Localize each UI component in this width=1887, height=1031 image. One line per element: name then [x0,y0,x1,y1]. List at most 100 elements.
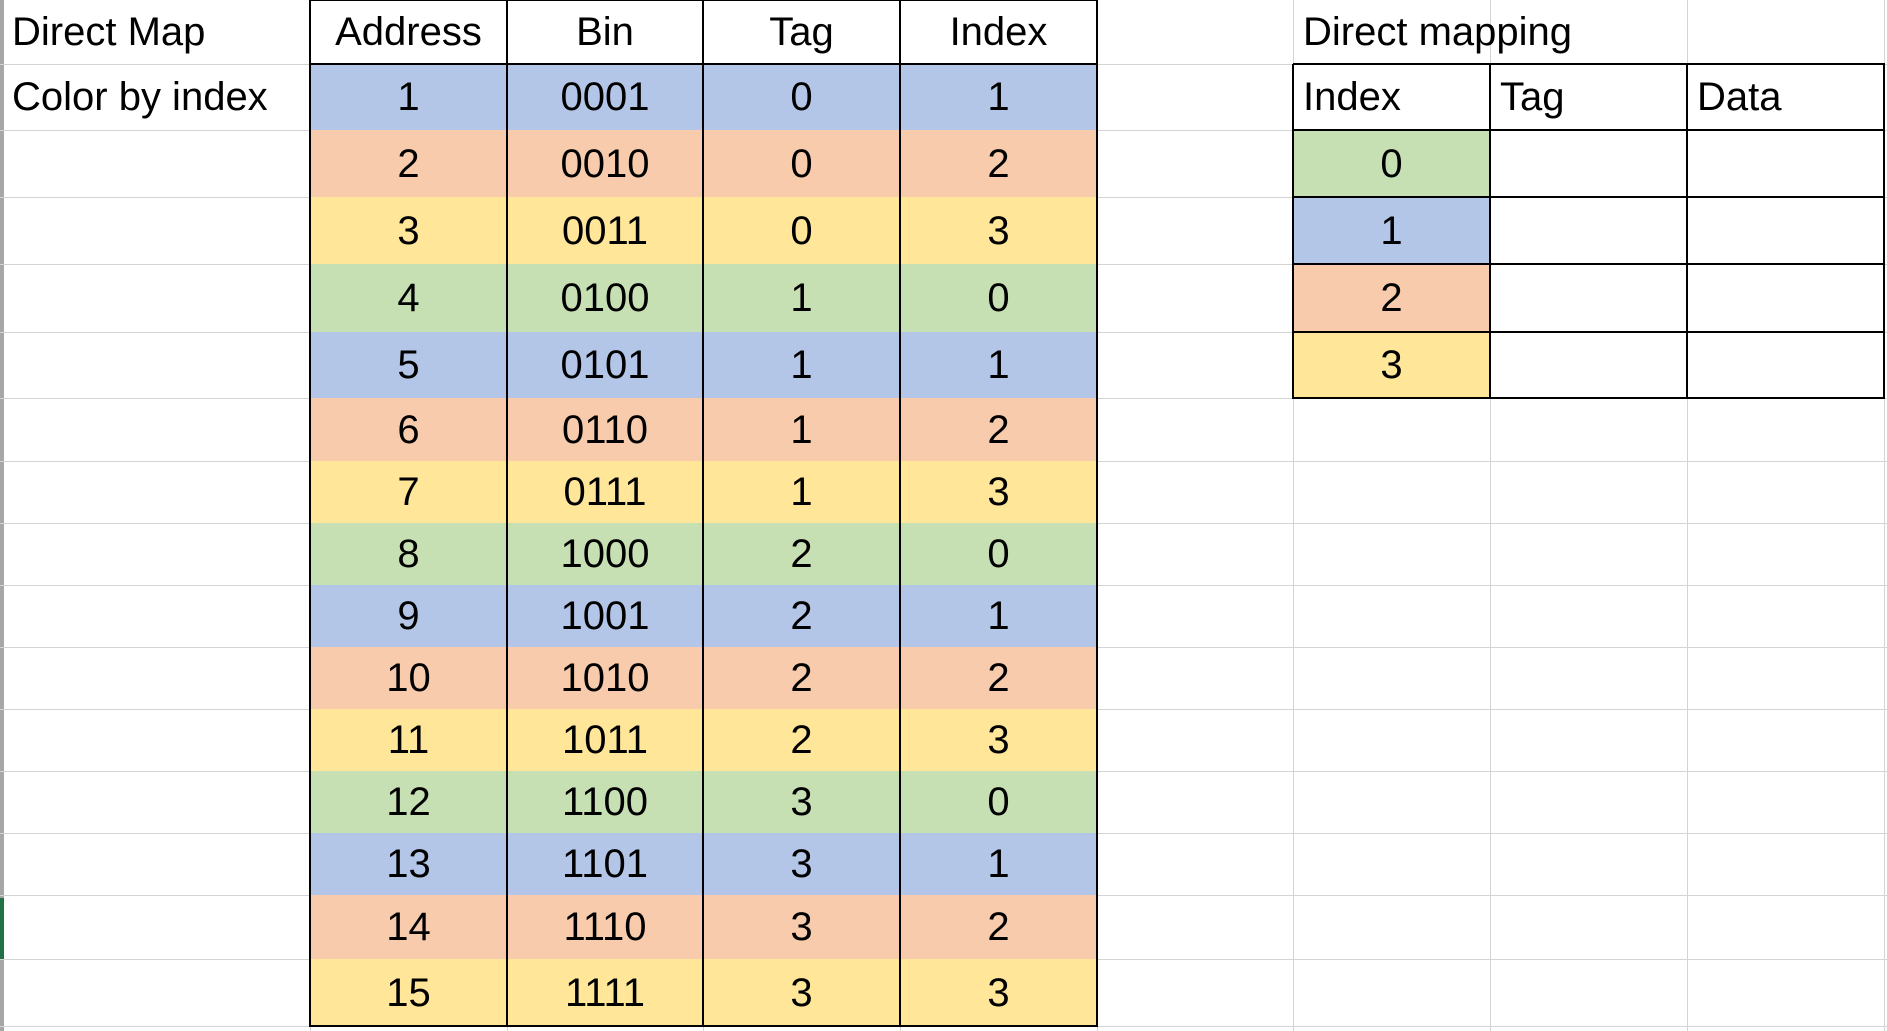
table-border [1489,64,1491,399]
bin-cell[interactable]: 0111 [507,461,703,523]
mapping-data-cell[interactable] [1687,197,1884,264]
bin-cell[interactable]: 1110 [507,895,703,959]
table-border [1293,63,1885,65]
table-border [899,0,901,1027]
address-cell[interactable]: 10 [310,647,507,709]
bin-cell[interactable]: 0101 [507,332,703,398]
header-address[interactable]: Address [335,10,482,54]
address-cell[interactable]: 9 [310,585,507,647]
tag-cell[interactable]: 0 [703,130,900,197]
address-cell[interactable]: 12 [310,771,507,833]
address-cell[interactable]: 7 [310,461,507,523]
index-cell[interactable]: 2 [900,647,1097,709]
address-cell[interactable]: 14 [310,895,507,959]
mapping-data-cell[interactable] [1687,332,1884,398]
gridline-vertical [1490,0,1491,1031]
index-cell[interactable]: 0 [900,523,1097,585]
tag-cell[interactable]: 0 [703,64,900,130]
bin-cell[interactable]: 1111 [507,959,703,1026]
index-cell[interactable]: 3 [900,197,1097,264]
address-cell[interactable]: 15 [310,959,507,1026]
bin-cell[interactable]: 1011 [507,709,703,771]
tag-cell[interactable]: 1 [703,264,900,332]
address-cell[interactable]: 3 [310,197,507,264]
tag-cell[interactable]: 2 [703,647,900,709]
table-border [310,63,1098,65]
tag-cell[interactable]: 0 [703,197,900,264]
index-cell[interactable]: 0 [900,771,1097,833]
bin-cell[interactable]: 1010 [507,647,703,709]
address-cell[interactable]: 1 [310,64,507,130]
sheet-title[interactable]: Direct Map [12,10,206,54]
mapping-tag-cell[interactable] [1490,130,1687,197]
bin-cell[interactable]: 0100 [507,264,703,332]
tag-cell[interactable]: 3 [703,771,900,833]
tag-cell[interactable]: 2 [703,523,900,585]
bin-cell[interactable]: 0011 [507,197,703,264]
table-border [1686,64,1688,399]
mapping-title[interactable]: Direct mapping [1303,10,1573,54]
index-cell[interactable]: 0 [900,264,1097,332]
index-cell[interactable]: 2 [900,130,1097,197]
bin-cell[interactable]: 1100 [507,771,703,833]
bin-cell[interactable]: 1101 [507,833,703,895]
header-index[interactable]: Index [949,10,1048,54]
index-cell[interactable]: 2 [900,895,1097,959]
mapping-tag-cell[interactable] [1490,197,1687,264]
table-border [1293,397,1885,399]
address-cell[interactable]: 5 [310,332,507,398]
tag-cell[interactable]: 2 [703,585,900,647]
address-cell[interactable]: 13 [310,833,507,895]
mapping-index-cell[interactable]: 0 [1293,130,1490,197]
gridline-vertical [1884,0,1885,1031]
mapping-header-tag[interactable]: Tag [1500,75,1565,119]
tag-cell[interactable]: 3 [703,895,900,959]
address-cell[interactable]: 11 [310,709,507,771]
table-border [1293,196,1885,198]
mapping-header-data[interactable]: Data [1697,75,1782,119]
tag-cell[interactable]: 3 [703,833,900,895]
address-cell[interactable]: 6 [310,398,507,461]
table-border [1096,0,1098,1027]
table-border [310,0,1098,1]
tag-cell[interactable]: 1 [703,398,900,461]
index-cell[interactable]: 3 [900,959,1097,1026]
table-border [1293,331,1885,333]
tag-cell[interactable]: 2 [703,709,900,771]
tag-cell[interactable]: 3 [703,959,900,1026]
table-border [1883,64,1885,399]
table-border [1293,263,1885,265]
bin-cell[interactable]: 0110 [507,398,703,461]
header-bin[interactable]: Bin [576,10,634,54]
index-cell[interactable]: 1 [900,332,1097,398]
index-cell[interactable]: 1 [900,64,1097,130]
mapping-tag-cell[interactable] [1490,264,1687,332]
mapping-index-cell[interactable]: 1 [1293,197,1490,264]
index-cell[interactable]: 3 [900,461,1097,523]
bin-cell[interactable]: 1001 [507,585,703,647]
mapping-index-cell[interactable]: 2 [1293,264,1490,332]
table-border [310,1025,1098,1027]
bin-cell[interactable]: 1000 [507,523,703,585]
index-cell[interactable]: 1 [900,833,1097,895]
header-tag[interactable]: Tag [769,10,834,54]
mapping-data-cell[interactable] [1687,264,1884,332]
address-cell[interactable]: 2 [310,130,507,197]
index-cell[interactable]: 2 [900,398,1097,461]
mapping-index-cell[interactable]: 3 [1293,332,1490,398]
mapping-data-cell[interactable] [1687,130,1884,197]
index-cell[interactable]: 3 [900,709,1097,771]
bin-cell[interactable]: 0010 [507,130,703,197]
bin-cell[interactable]: 0001 [507,64,703,130]
tag-cell[interactable]: 1 [703,332,900,398]
sheet-subtitle[interactable]: Color by index [12,75,268,119]
tag-cell[interactable]: 1 [703,461,900,523]
mapping-tag-cell[interactable] [1490,332,1687,398]
address-cell[interactable]: 8 [310,523,507,585]
index-cell[interactable]: 1 [900,585,1097,647]
mapping-header-index[interactable]: Index [1303,75,1401,119]
table-border [309,0,311,1027]
gridline-vertical [1293,0,1294,1031]
address-cell[interactable]: 4 [310,264,507,332]
